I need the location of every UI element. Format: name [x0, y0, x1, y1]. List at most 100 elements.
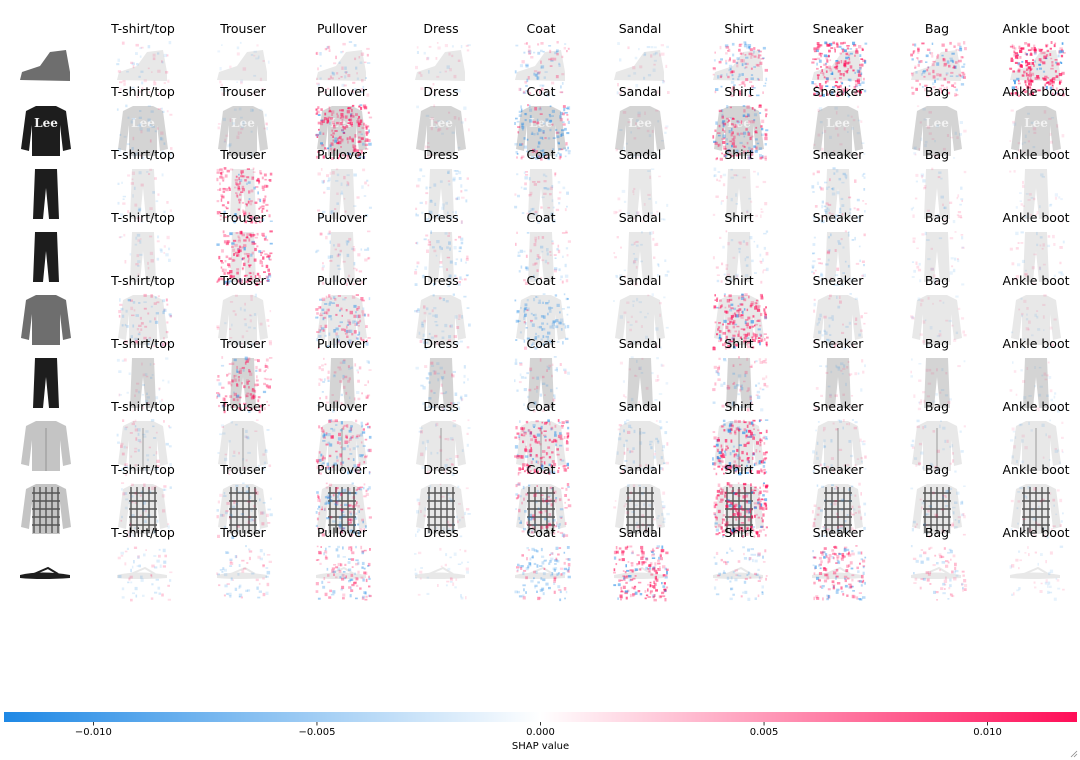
shap-map: [1009, 169, 1065, 223]
svg-text:Lee: Lee: [529, 116, 553, 130]
image-grid: Lee Lee Lee Lee Lee Lee Lee Lee Lee Lee Lee: [20, 41, 1066, 602]
svg-text:Lee: Lee: [826, 116, 850, 130]
class-label: Shirt: [724, 273, 754, 288]
class-label: Dress: [423, 525, 459, 540]
svg-text:Lee: Lee: [628, 116, 652, 130]
class-label: Sneaker: [812, 525, 864, 540]
shap-map: [514, 419, 570, 476]
shap-map: [515, 230, 571, 285]
shap-map: [117, 546, 173, 602]
shap-map: [118, 232, 171, 286]
shap-map: [116, 41, 172, 99]
class-label: Bag: [924, 399, 950, 414]
shap-map: [812, 545, 867, 601]
class-label: Bag: [924, 525, 950, 540]
shap-map: [614, 42, 670, 95]
shap-map: [217, 41, 270, 96]
class-label: Bag: [924, 21, 950, 36]
svg-text:Lee: Lee: [429, 116, 453, 130]
class-label: Bag: [924, 462, 950, 477]
class-label: Dress: [423, 21, 459, 36]
shap-map: [910, 419, 966, 473]
shap-map: [910, 41, 967, 98]
class-label: Trouser: [220, 21, 266, 36]
shap-map: [315, 41, 371, 97]
class-label: Ankle boot: [1002, 147, 1070, 162]
class-label: Sandal: [618, 84, 662, 99]
class-label: Shirt: [724, 336, 754, 351]
class-label: Ankle boot: [1002, 462, 1070, 477]
shap-map: Lee: [416, 104, 470, 158]
class-label: Sneaker: [812, 336, 864, 351]
class-label: Coat: [526, 525, 556, 540]
shap-map: [613, 168, 669, 222]
shap-map: [315, 230, 371, 286]
class-label: Bag: [924, 336, 950, 351]
input-image-3: [33, 169, 59, 219]
shap-map: Lee: [712, 104, 769, 161]
shap-map: Lee: [615, 106, 669, 160]
shap-map: [514, 169, 569, 224]
class-label: Sandal: [618, 462, 662, 477]
shap-map: [910, 167, 967, 224]
class-label: Shirt: [724, 462, 754, 477]
shap-map: [216, 293, 272, 349]
shap-map: [315, 482, 372, 537]
class-label: Ankle boot: [1002, 84, 1070, 99]
class-label: Sneaker: [812, 21, 864, 36]
shap-map: [416, 419, 471, 477]
shap-map: [216, 545, 272, 599]
svg-text:Lee: Lee: [1024, 116, 1048, 130]
shap-map: [216, 482, 273, 540]
class-label: Shirt: [724, 21, 754, 36]
input-image-2: Lee: [21, 106, 71, 156]
class-label: Bag: [924, 210, 950, 225]
class-label: T-shirt/top: [111, 273, 175, 288]
shap-map: [712, 419, 769, 476]
class-label: Ankle boot: [1002, 273, 1070, 288]
class-label: Sandal: [618, 525, 662, 540]
class-label: Sandal: [618, 336, 662, 351]
shap-map: Lee: [116, 104, 173, 160]
colorbar-tick-label: −0.005: [298, 727, 336, 738]
input-image-4: [33, 232, 59, 282]
class-label: Coat: [526, 210, 556, 225]
class-label: Shirt: [724, 525, 754, 540]
svg-text:Lee: Lee: [34, 116, 58, 130]
class-label: Pullover: [316, 399, 368, 414]
resize-grip-icon[interactable]: [1070, 750, 1078, 758]
class-label: Shirt: [724, 84, 754, 99]
class-label: Pullover: [316, 84, 368, 99]
shap-map: [1010, 484, 1064, 539]
class-label: T-shirt/top: [111, 210, 175, 225]
shap-map: [216, 356, 273, 414]
shap-map: [811, 482, 867, 538]
shap-map: [1010, 419, 1064, 471]
colorbar: [4, 712, 1077, 726]
shap-map: [1010, 294, 1061, 350]
shap-map: [811, 167, 867, 224]
colorbar-tick-label: 0.005: [749, 727, 779, 738]
class-label: Trouser: [220, 336, 266, 351]
shap-map: [1009, 41, 1066, 97]
shap-map: [315, 545, 372, 601]
class-label: Sneaker: [812, 84, 864, 99]
shap-map: [1009, 358, 1060, 413]
class-label: Dress: [423, 462, 459, 477]
class-label: Pullover: [316, 273, 368, 288]
colorbar-tick-label: 0.000: [526, 727, 555, 738]
class-label: Sandal: [618, 147, 662, 162]
shap-map: Lee: [315, 104, 373, 160]
shap-map: Lee: [1009, 106, 1065, 160]
class-label: Trouser: [220, 525, 266, 540]
shap-map: [910, 545, 968, 601]
class-label: Sneaker: [812, 399, 864, 414]
shap-map: [713, 482, 769, 538]
class-label: Dress: [423, 84, 459, 99]
class-label: Bag: [924, 273, 950, 288]
shap-map: [316, 357, 372, 413]
shap-map: [216, 230, 273, 286]
input-image-7: [21, 421, 71, 471]
shap-map: [515, 482, 572, 538]
